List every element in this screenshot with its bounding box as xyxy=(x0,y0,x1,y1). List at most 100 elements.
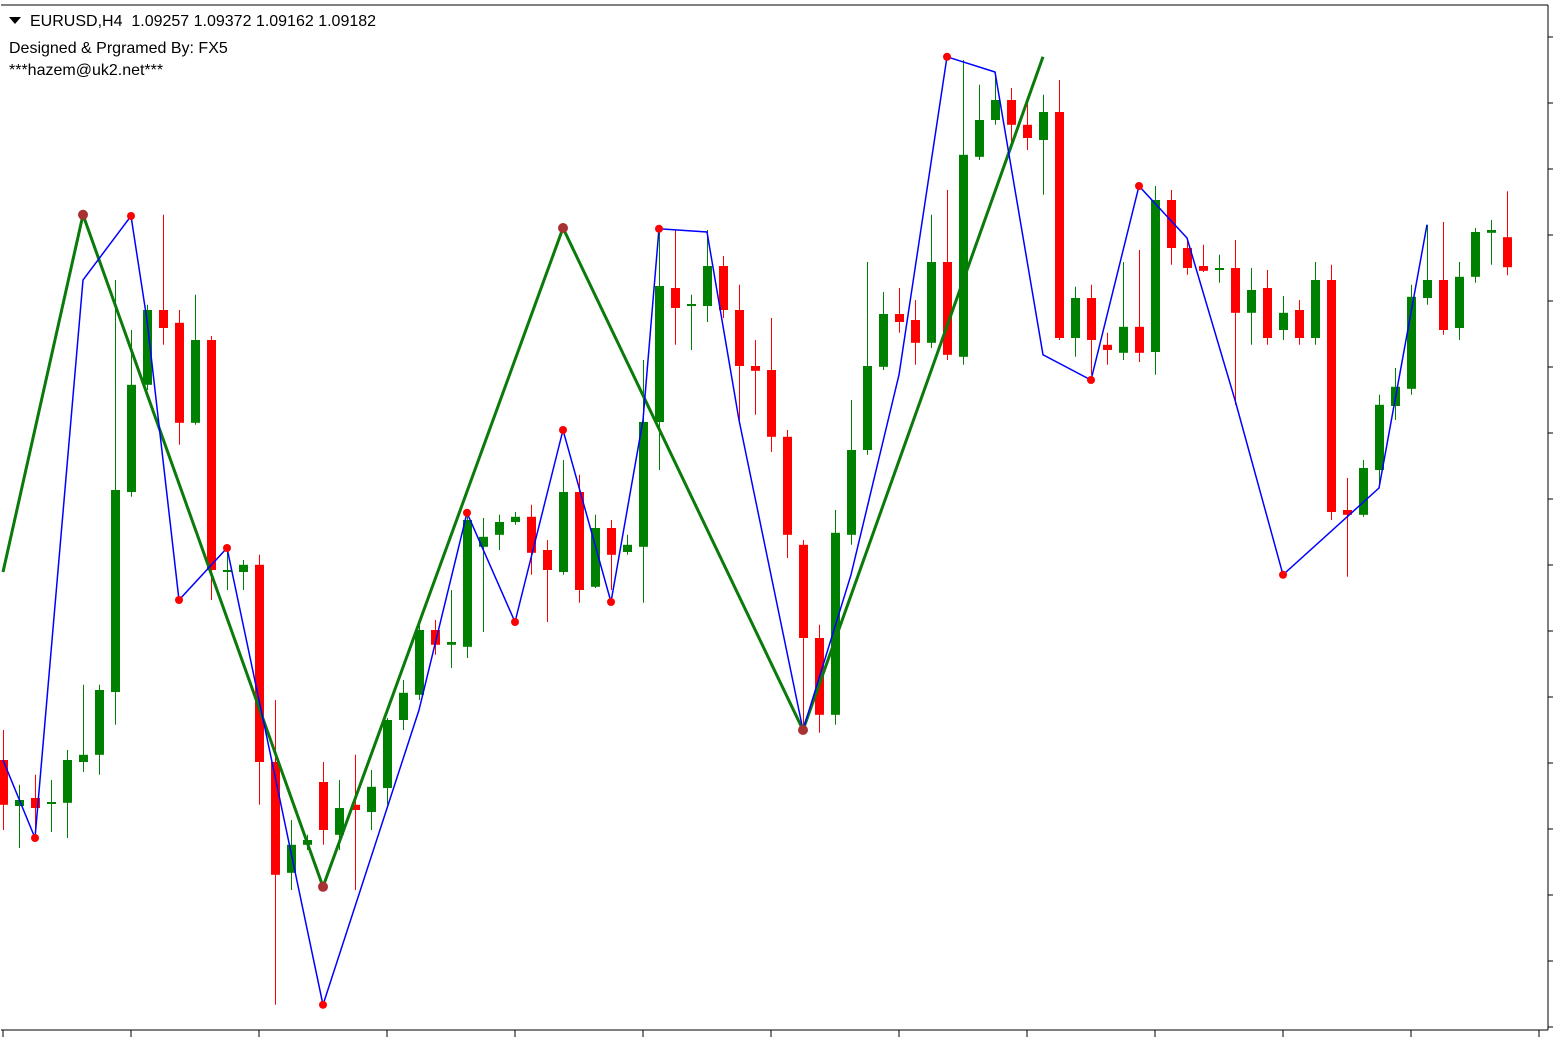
candle-body xyxy=(415,630,424,695)
candle-body xyxy=(159,310,168,328)
candle-body xyxy=(927,262,936,343)
candle-body xyxy=(1183,248,1192,268)
candle-body xyxy=(111,490,120,692)
candle-body xyxy=(0,760,8,805)
candle-body xyxy=(575,492,584,590)
candle-body xyxy=(79,754,88,762)
candle-body xyxy=(735,310,744,366)
candle-body xyxy=(863,366,872,450)
candle-body xyxy=(767,370,776,437)
candle-body xyxy=(63,760,72,803)
candle-body xyxy=(719,266,728,310)
pivot-dot xyxy=(463,508,471,517)
annotation: Designed & Prgramed By: FX5 xyxy=(9,40,228,57)
pivot-dot xyxy=(319,1000,327,1009)
candle-body xyxy=(1407,296,1416,389)
candle-body xyxy=(319,782,328,830)
candle-body xyxy=(1087,298,1096,340)
candle-body xyxy=(799,544,808,638)
candle-body xyxy=(895,314,904,322)
candle-body xyxy=(447,642,456,645)
candle-body xyxy=(1135,326,1144,353)
pivot-dot xyxy=(511,618,519,626)
candle-body xyxy=(623,544,632,552)
candle-body xyxy=(543,550,552,570)
candle-body xyxy=(479,536,488,547)
candle-body xyxy=(1103,344,1112,350)
candle-body xyxy=(191,340,200,423)
candle-body xyxy=(271,762,280,875)
candle-body xyxy=(207,340,216,570)
pivot-dot xyxy=(607,598,615,606)
candle-body xyxy=(1039,112,1048,140)
pivot-dot xyxy=(558,223,568,233)
candle-body xyxy=(1471,232,1480,277)
pivot-dot xyxy=(1087,376,1095,384)
candle-body xyxy=(975,120,984,157)
pivot-dot xyxy=(655,224,663,233)
candle-body xyxy=(1327,280,1336,512)
candle-body xyxy=(1263,288,1272,338)
candle-body xyxy=(1375,404,1384,470)
candle-body xyxy=(351,804,360,810)
candle-body xyxy=(463,520,472,647)
candle-body xyxy=(1231,268,1240,313)
candle-body xyxy=(95,690,104,755)
pivot-dot xyxy=(223,544,231,552)
candle-body xyxy=(175,322,184,423)
candle-body xyxy=(751,366,760,371)
candle-body xyxy=(1439,280,1448,330)
candle-body xyxy=(1167,200,1176,248)
candle-body xyxy=(1071,298,1080,338)
candle-body xyxy=(511,516,520,522)
zigzag-line xyxy=(1,56,1045,892)
pivot-dot xyxy=(943,52,951,61)
candle-body xyxy=(1423,280,1432,298)
candle-body xyxy=(943,262,952,355)
candle-body xyxy=(127,384,136,492)
candle-body xyxy=(1487,230,1496,233)
candle-body xyxy=(655,286,664,422)
candle-body xyxy=(255,564,264,762)
candle-body xyxy=(31,798,40,808)
candle-body xyxy=(1247,290,1256,313)
candle-body xyxy=(1359,468,1368,515)
candle-body xyxy=(687,304,696,306)
candle-body xyxy=(239,564,248,572)
chart-title: EURUSD,H4 1.09257 1.09372 1.09162 1.0918… xyxy=(30,13,376,30)
candle-body xyxy=(1503,237,1512,268)
candle-body xyxy=(1119,326,1128,353)
candle-body xyxy=(879,314,888,367)
candle-body xyxy=(431,630,440,645)
candle-body xyxy=(495,522,504,535)
candle-body xyxy=(223,570,232,572)
pivot-dot xyxy=(1135,182,1143,190)
plot xyxy=(0,36,1553,1037)
candle-body xyxy=(1295,310,1304,338)
symbol-menu[interactable] xyxy=(9,17,21,24)
annotation: ***hazem@uk2.net*** xyxy=(9,62,163,79)
pivot-dot xyxy=(1279,570,1287,579)
pivot-dot xyxy=(798,725,808,735)
pivot-dot xyxy=(31,834,39,842)
candle-body xyxy=(1311,280,1320,338)
candle-body xyxy=(559,492,568,572)
pivot-dot xyxy=(175,596,183,604)
candle-body xyxy=(783,436,792,535)
candle-body xyxy=(383,720,392,788)
candle-body xyxy=(1055,112,1064,338)
candle-body xyxy=(1279,312,1288,330)
candle-body xyxy=(1199,266,1208,271)
candle-body xyxy=(1455,276,1464,328)
candle-body xyxy=(607,528,616,555)
candle-body xyxy=(959,154,968,357)
pivot-dot xyxy=(78,209,88,220)
candle-body xyxy=(1151,200,1160,352)
candle-body xyxy=(1023,124,1032,138)
candle-body xyxy=(1343,510,1352,515)
candle-body xyxy=(399,692,408,720)
pivot-dot xyxy=(318,881,328,892)
